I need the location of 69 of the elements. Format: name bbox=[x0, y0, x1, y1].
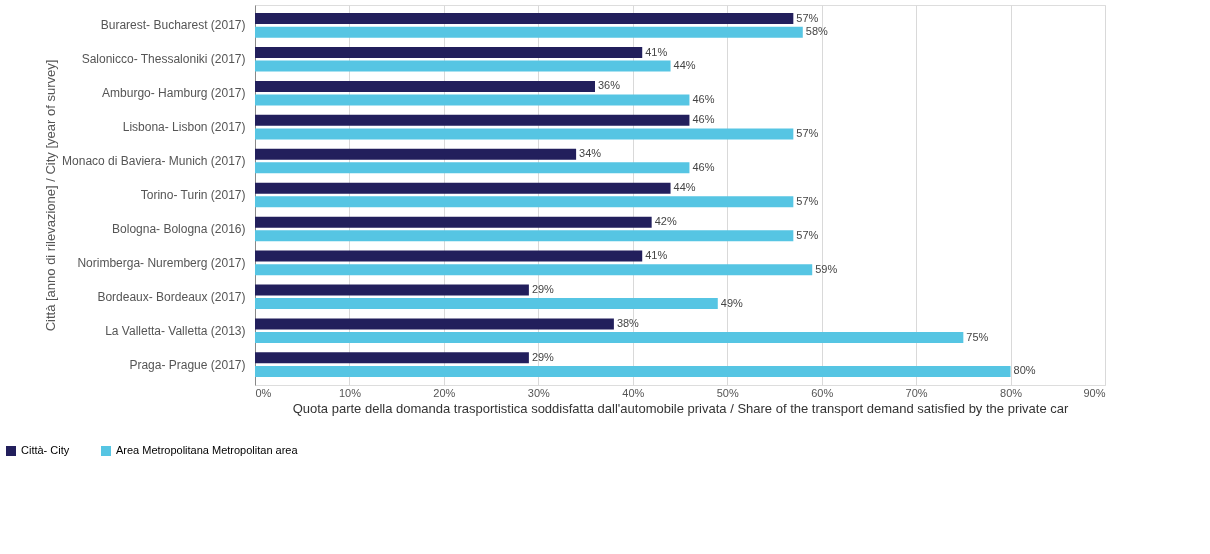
bar bbox=[255, 216, 652, 228]
bar bbox=[255, 162, 690, 174]
data-label: 80% bbox=[1013, 364, 1036, 377]
y-tick-label: Burarest- Bucharest (2017) bbox=[100, 18, 246, 33]
data-label: 38% bbox=[616, 316, 640, 329]
data-label: 49% bbox=[720, 296, 744, 309]
x-tick-label: 20% bbox=[433, 386, 456, 399]
bar bbox=[255, 318, 614, 330]
y-tick-label: Lisbona- Lisbon (2017) bbox=[122, 120, 246, 135]
data-label: 75% bbox=[966, 330, 989, 343]
y-tick-label: Amburgo- Hamburg (2017) bbox=[102, 86, 246, 101]
bar bbox=[255, 182, 671, 194]
x-tick-label: 90% bbox=[1083, 386, 1106, 399]
y-axis-title: Città [anno di rilevazione] / City [year of survey] bbox=[43, 59, 59, 332]
data-label: 36% bbox=[598, 79, 621, 92]
data-label: 57% bbox=[796, 194, 819, 207]
bar bbox=[255, 332, 964, 343]
x-tick-label: 30% bbox=[527, 386, 551, 399]
bar bbox=[255, 352, 529, 364]
data-label: 58% bbox=[805, 25, 829, 38]
bar bbox=[255, 298, 718, 310]
y-tick-label: Bologna- Bologna (2016) bbox=[112, 221, 246, 236]
data-label: 46% bbox=[692, 93, 715, 105]
data-label: 42% bbox=[654, 215, 677, 228]
x-tick-label: 10% bbox=[338, 386, 362, 399]
y-tick-label: Salonicco- Thessaloniki (2017) bbox=[81, 52, 246, 67]
data-label: 41% bbox=[645, 45, 668, 58]
bar bbox=[255, 13, 794, 25]
data-label: 57% bbox=[796, 228, 819, 241]
x-tick-label: 60% bbox=[811, 386, 834, 399]
bar bbox=[255, 230, 794, 242]
data-label: 57% bbox=[796, 126, 819, 139]
data-label: 29% bbox=[531, 350, 555, 363]
data-label: 46% bbox=[692, 160, 715, 173]
bar bbox=[255, 365, 1011, 377]
bar bbox=[255, 264, 813, 276]
y-tick-label: Torino- Turin (2017) bbox=[140, 188, 246, 202]
data-label: 41% bbox=[645, 249, 668, 262]
data-label: 44% bbox=[673, 181, 696, 194]
y-tick-label: La Valletta- Valletta (2013) bbox=[105, 323, 246, 338]
bar bbox=[255, 196, 794, 208]
data-label: 57% bbox=[796, 11, 819, 24]
bar bbox=[255, 60, 671, 72]
bar bbox=[255, 114, 690, 126]
data-label: 34% bbox=[579, 147, 602, 160]
bar bbox=[255, 80, 595, 92]
data-label: 44% bbox=[673, 59, 696, 72]
legend-label: Città- City bbox=[21, 444, 70, 456]
bar bbox=[255, 26, 803, 38]
bar bbox=[255, 148, 577, 160]
data-label: 29% bbox=[531, 283, 555, 295]
y-tick-label: Monaco di Baviera- Munich (2017) bbox=[62, 154, 246, 169]
bar bbox=[255, 250, 643, 262]
bar bbox=[255, 284, 529, 296]
x-axis-title: Quota parte della domanda trasportistica soddisfatta dall'automobile privata / Share of the transport demand satisfied by the private car bbox=[292, 400, 1070, 416]
data-label: 46% bbox=[692, 113, 715, 126]
x-tick-label: 70% bbox=[905, 386, 928, 399]
y-tick-label: Praga- Prague (2017) bbox=[129, 357, 246, 372]
data-label: 59% bbox=[815, 262, 838, 275]
bar bbox=[255, 47, 643, 58]
y-tick-label: Norimberga- Nuremberg (2017) bbox=[77, 255, 246, 270]
bar bbox=[255, 128, 794, 140]
x-tick-label: 80% bbox=[1000, 386, 1023, 399]
bar bbox=[255, 94, 690, 106]
y-tick-label: Bordeaux- Bordeaux (2017) bbox=[97, 289, 246, 304]
x-tick-label: 0% bbox=[255, 386, 272, 399]
x-tick-label: 50% bbox=[716, 386, 739, 399]
x-tick-label: 40% bbox=[622, 386, 645, 399]
legend-label: Area Metropolitana Metropolitan area bbox=[116, 444, 299, 456]
